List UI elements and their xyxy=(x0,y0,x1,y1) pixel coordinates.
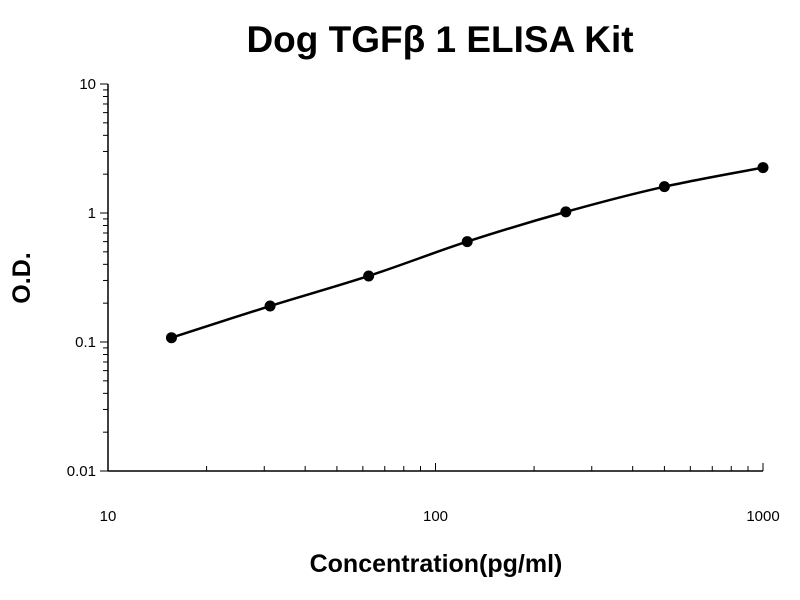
chart-title: Dog TGFβ 1 ELISA Kit xyxy=(246,19,633,60)
y-tick-label: 0.1 xyxy=(75,334,96,351)
x-axis-label: Concentration(pg/ml) xyxy=(310,550,563,578)
data-point xyxy=(165,332,177,344)
data-point xyxy=(461,236,473,248)
data-point xyxy=(560,206,572,218)
axes xyxy=(107,84,763,472)
axis-ticks xyxy=(100,83,764,472)
y-tick-label: 1 xyxy=(88,205,96,222)
y-tick-label: 10 xyxy=(79,76,96,93)
x-tick-label: 10 xyxy=(100,508,117,525)
x-tick-label: 100 xyxy=(423,508,448,525)
tick-labels: 0.01 0.1 1 10 10 100 1000 xyxy=(67,76,780,525)
standard-curve-line xyxy=(171,166,764,339)
y-axis-label: O.D. xyxy=(8,252,36,303)
data-point xyxy=(658,181,670,193)
data-point xyxy=(757,162,769,174)
x-tick-label: 1000 xyxy=(746,508,779,525)
data-point xyxy=(363,270,375,282)
y-tick-label: 0.01 xyxy=(67,463,96,480)
data-points xyxy=(165,162,769,344)
data-point xyxy=(264,300,276,312)
